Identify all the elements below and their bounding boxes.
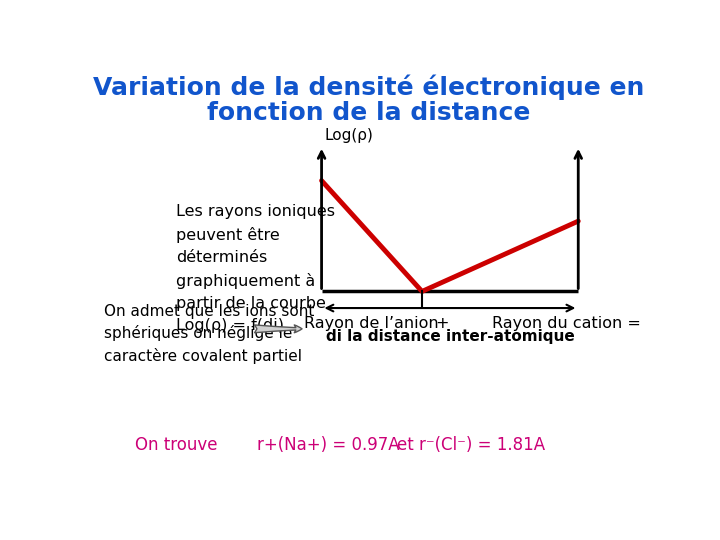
- Text: Rayon du cation =: Rayon du cation =: [492, 316, 641, 332]
- Text: di la distance inter-atomique: di la distance inter-atomique: [325, 329, 575, 344]
- Text: +: +: [435, 316, 449, 332]
- Text: r+(Na+) = 0.97A: r+(Na+) = 0.97A: [258, 436, 400, 454]
- Text: fonction de la distance: fonction de la distance: [207, 100, 531, 125]
- Text: Rayon de l’anion: Rayon de l’anion: [305, 316, 439, 332]
- Text: On trouve: On trouve: [135, 436, 217, 454]
- Text: et r⁻(Cl⁻) = 1.81A: et r⁻(Cl⁻) = 1.81A: [397, 436, 545, 454]
- Text: Variation de la densité électronique en: Variation de la densité électronique en: [94, 75, 644, 100]
- Text: Log(ρ): Log(ρ): [324, 128, 373, 143]
- Text: Les rayons ioniques
peuvent être
déterminés
graphiquement à
partir de la courbe
: Les rayons ioniques peuvent être détermi…: [176, 204, 336, 333]
- Text: On admet que les ions sont
sphériques on néglige le
caractère covalent partiel: On admet que les ions sont sphériques on…: [104, 304, 315, 364]
